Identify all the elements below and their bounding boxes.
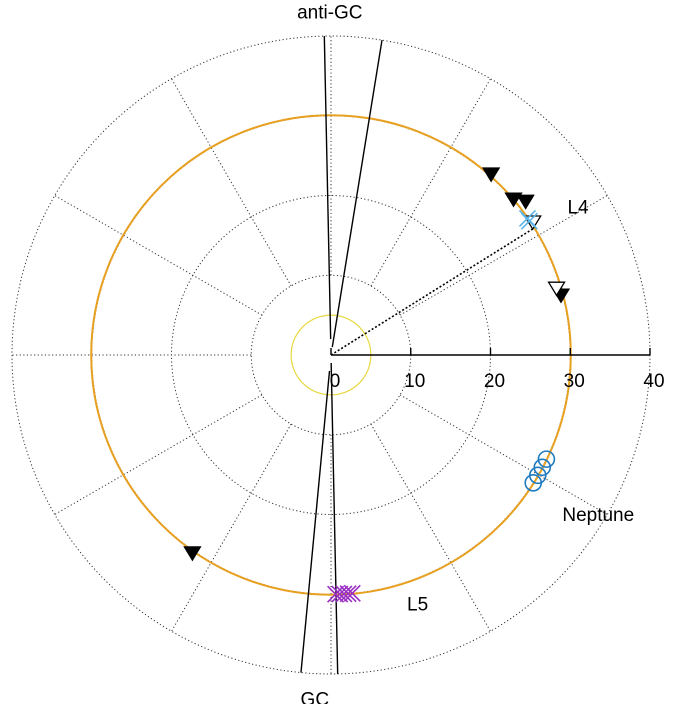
annotation-l4: L4 xyxy=(567,198,589,219)
annotation-gc: GC xyxy=(301,689,330,704)
marker-x-3-4 xyxy=(343,584,361,602)
grid-spoke-300 xyxy=(370,423,491,632)
radial-tick-marks xyxy=(330,348,651,355)
gc-line-1 xyxy=(300,370,331,673)
marker-circle-open-4-3 xyxy=(524,474,543,492)
annotation-neptune: Neptune xyxy=(562,505,634,526)
anti-gc-line-1 xyxy=(323,36,332,340)
anti-gc-line-2 xyxy=(331,39,383,348)
annotations: anti-GC GC L4 Neptune L5 xyxy=(297,2,634,704)
grid-spoke-120 xyxy=(171,78,292,287)
radial-tick-labels: 0 10 20 30 40 xyxy=(330,371,665,392)
grid-spoke-30 xyxy=(399,195,608,316)
grid-spoke-240 xyxy=(171,423,292,632)
r-tick-label-2: 20 xyxy=(484,371,505,392)
guide-lines xyxy=(300,36,650,674)
marker-triangle-down-filled-0-2 xyxy=(516,194,535,210)
marker-triangle-down-filled-0-0 xyxy=(481,167,501,183)
r-tick-label-4: 40 xyxy=(643,371,664,392)
marker-x-3-2 xyxy=(335,585,353,603)
marker-x-3-0 xyxy=(327,585,345,603)
grid-spoke-210 xyxy=(54,394,263,515)
marker-circle-open-4-0 xyxy=(537,450,556,468)
annotation-l5: L5 xyxy=(407,595,428,616)
r-tick-label-1: 10 xyxy=(404,371,425,392)
marker-x-3-3 xyxy=(339,585,357,603)
data-markers xyxy=(183,167,571,603)
marker-triangle-down-filled-0-1 xyxy=(504,192,523,208)
gc-line-2 xyxy=(330,362,339,674)
r-tick-label-0: 0 xyxy=(330,371,341,392)
grid-spoke-60 xyxy=(370,78,491,287)
marker-x-2-1 xyxy=(520,212,538,230)
l4-direction-line xyxy=(330,227,535,356)
annotation-anti-gc: anti-GC xyxy=(297,2,362,23)
grid-spoke-150 xyxy=(54,195,263,316)
marker-triangle-down-filled-0-4 xyxy=(183,546,202,562)
marker-triangle-down-open-1-1 xyxy=(547,281,566,297)
r-tick-label-3: 30 xyxy=(564,371,585,392)
grid-spoke-330 xyxy=(399,394,608,515)
